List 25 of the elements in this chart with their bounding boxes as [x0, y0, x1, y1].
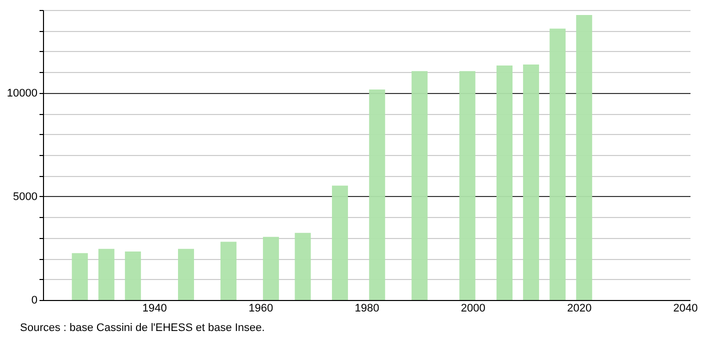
bar — [124, 252, 141, 300]
x-tick-label: 2000 — [460, 302, 486, 314]
bar — [294, 232, 311, 300]
bar — [178, 248, 194, 300]
x-tick-label: 1980 — [354, 302, 380, 314]
bar — [459, 71, 476, 300]
bar — [412, 71, 428, 300]
y-tick-label: 10000 — [6, 87, 38, 100]
bar — [523, 64, 540, 300]
bar — [220, 242, 236, 300]
bar — [262, 236, 279, 300]
bar — [576, 14, 592, 300]
y-tick-label: 5000 — [13, 190, 38, 203]
y-tick-label: 0 — [31, 294, 38, 306]
bar — [550, 28, 566, 300]
bar — [98, 248, 114, 300]
x-tick-label: 1940 — [142, 302, 167, 314]
bar — [72, 253, 88, 300]
bar — [369, 90, 386, 300]
x-tick-label: 2020 — [567, 302, 592, 314]
source-note: Sources : base Cassini de l'EHESS et base Insee. — [20, 322, 265, 334]
bar — [496, 66, 513, 300]
x-tick-label: 2040 — [673, 302, 698, 314]
x-tick-label: 1960 — [248, 302, 274, 314]
bar — [332, 186, 348, 300]
